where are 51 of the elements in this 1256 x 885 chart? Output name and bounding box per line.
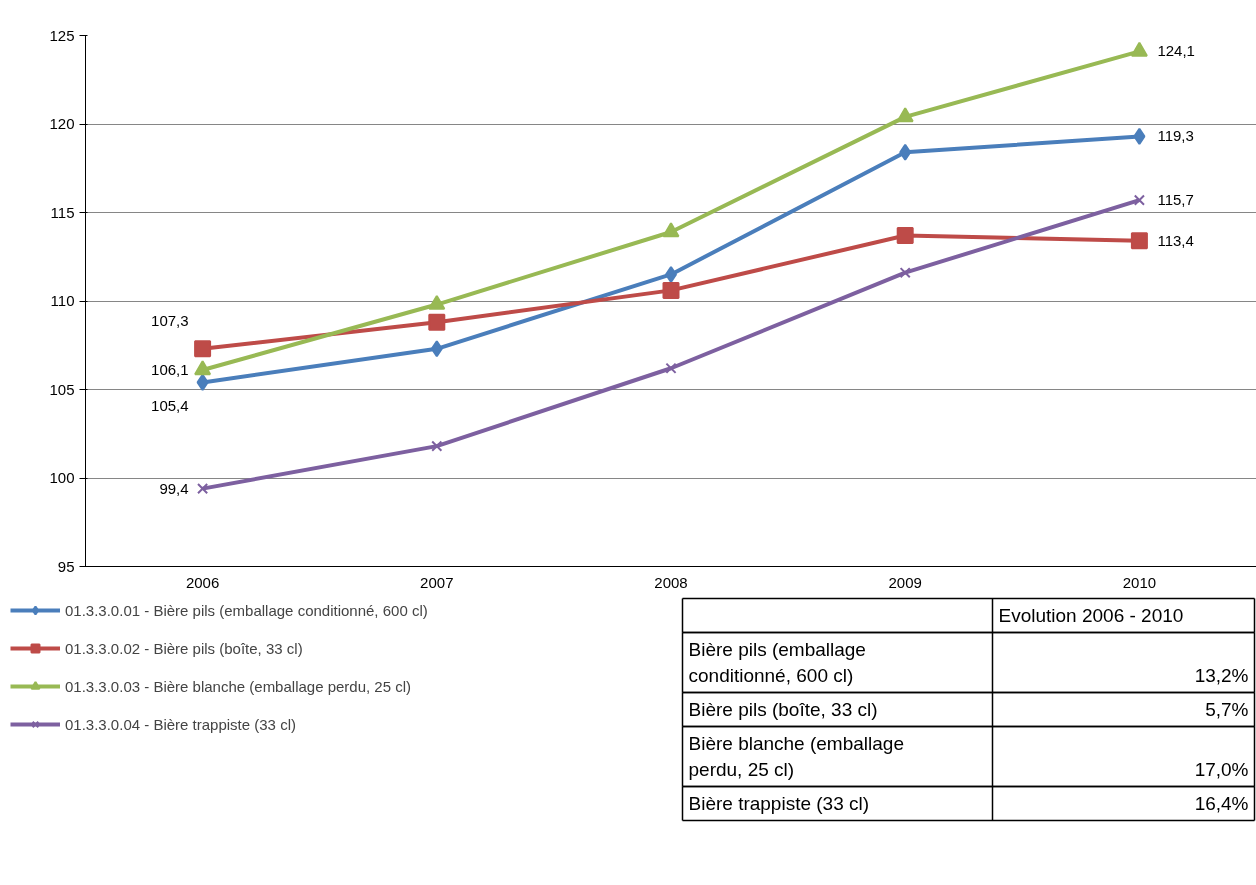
point	[194, 340, 212, 358]
data-label: 113,4	[1157, 231, 1194, 249]
data-label: 106,1	[151, 361, 189, 379]
point	[899, 267, 911, 279]
legend-label: 01.3.3.0.01 - Bière pils (emballage conditionné, 600 cl)	[65, 601, 428, 619]
data-label: 105,4	[151, 397, 189, 415]
text: Bière pils (boîte, 33 cl)	[688, 699, 878, 720]
point	[430, 340, 443, 358]
text: 5,7%	[1205, 699, 1249, 720]
point	[431, 440, 443, 452]
text: Evolution 2006 - 2010	[998, 605, 1184, 626]
point	[194, 360, 212, 376]
y-tick-label: 100	[49, 469, 75, 486]
point	[1133, 127, 1146, 145]
point	[197, 483, 209, 495]
data-label: 119,3	[1157, 127, 1194, 145]
point	[1130, 232, 1148, 250]
text: 13,2%	[1194, 665, 1249, 686]
text: Bière pils (emballage conditionné, 600 cl)	[688, 639, 866, 686]
point	[662, 222, 680, 238]
data-label: 99,4	[159, 479, 189, 497]
data-label: 115,7	[1157, 191, 1194, 209]
text: Bière blanche (emballage perdu, 25 cl)	[688, 733, 904, 780]
x-tick-label: 2009	[888, 573, 922, 591]
point	[665, 362, 677, 374]
data-label: 107,3	[151, 311, 189, 329]
y-tick-label: 120	[49, 115, 75, 132]
y-tick-label: 110	[50, 292, 75, 309]
text: Bière trappiste (33 cl)	[688, 793, 870, 814]
point	[1130, 41, 1148, 57]
y-tick-label: 115	[50, 203, 75, 221]
text: 16,4%	[1194, 793, 1249, 814]
y-tick-label: 105	[49, 380, 75, 398]
point	[899, 143, 912, 161]
x-tick-label: 2006	[185, 573, 220, 591]
text: 17,0%	[1194, 759, 1249, 780]
legend-label: 01.3.3.0.04 - Bière trappiste (33 cl)	[65, 715, 296, 733]
data-label: 124,1	[1157, 42, 1195, 60]
point	[428, 313, 446, 331]
point	[196, 373, 209, 391]
y-tick-label: 95	[57, 557, 75, 575]
point	[662, 281, 680, 299]
point	[896, 107, 914, 123]
y-tick-label: 125	[49, 26, 75, 44]
point	[896, 227, 914, 245]
legend-label: 01.3.3.0.03 - Bière blanche (emballage perdu, 25 cl)	[65, 677, 412, 695]
x-tick-label: 2010	[1122, 573, 1157, 591]
legend-label: 01.3.3.0.02 - Bière pils (boîte, 33 cl)	[65, 639, 303, 657]
x-tick-label: 2008	[654, 573, 688, 591]
x-tick-label: 2007	[420, 573, 454, 591]
point	[1133, 194, 1145, 206]
